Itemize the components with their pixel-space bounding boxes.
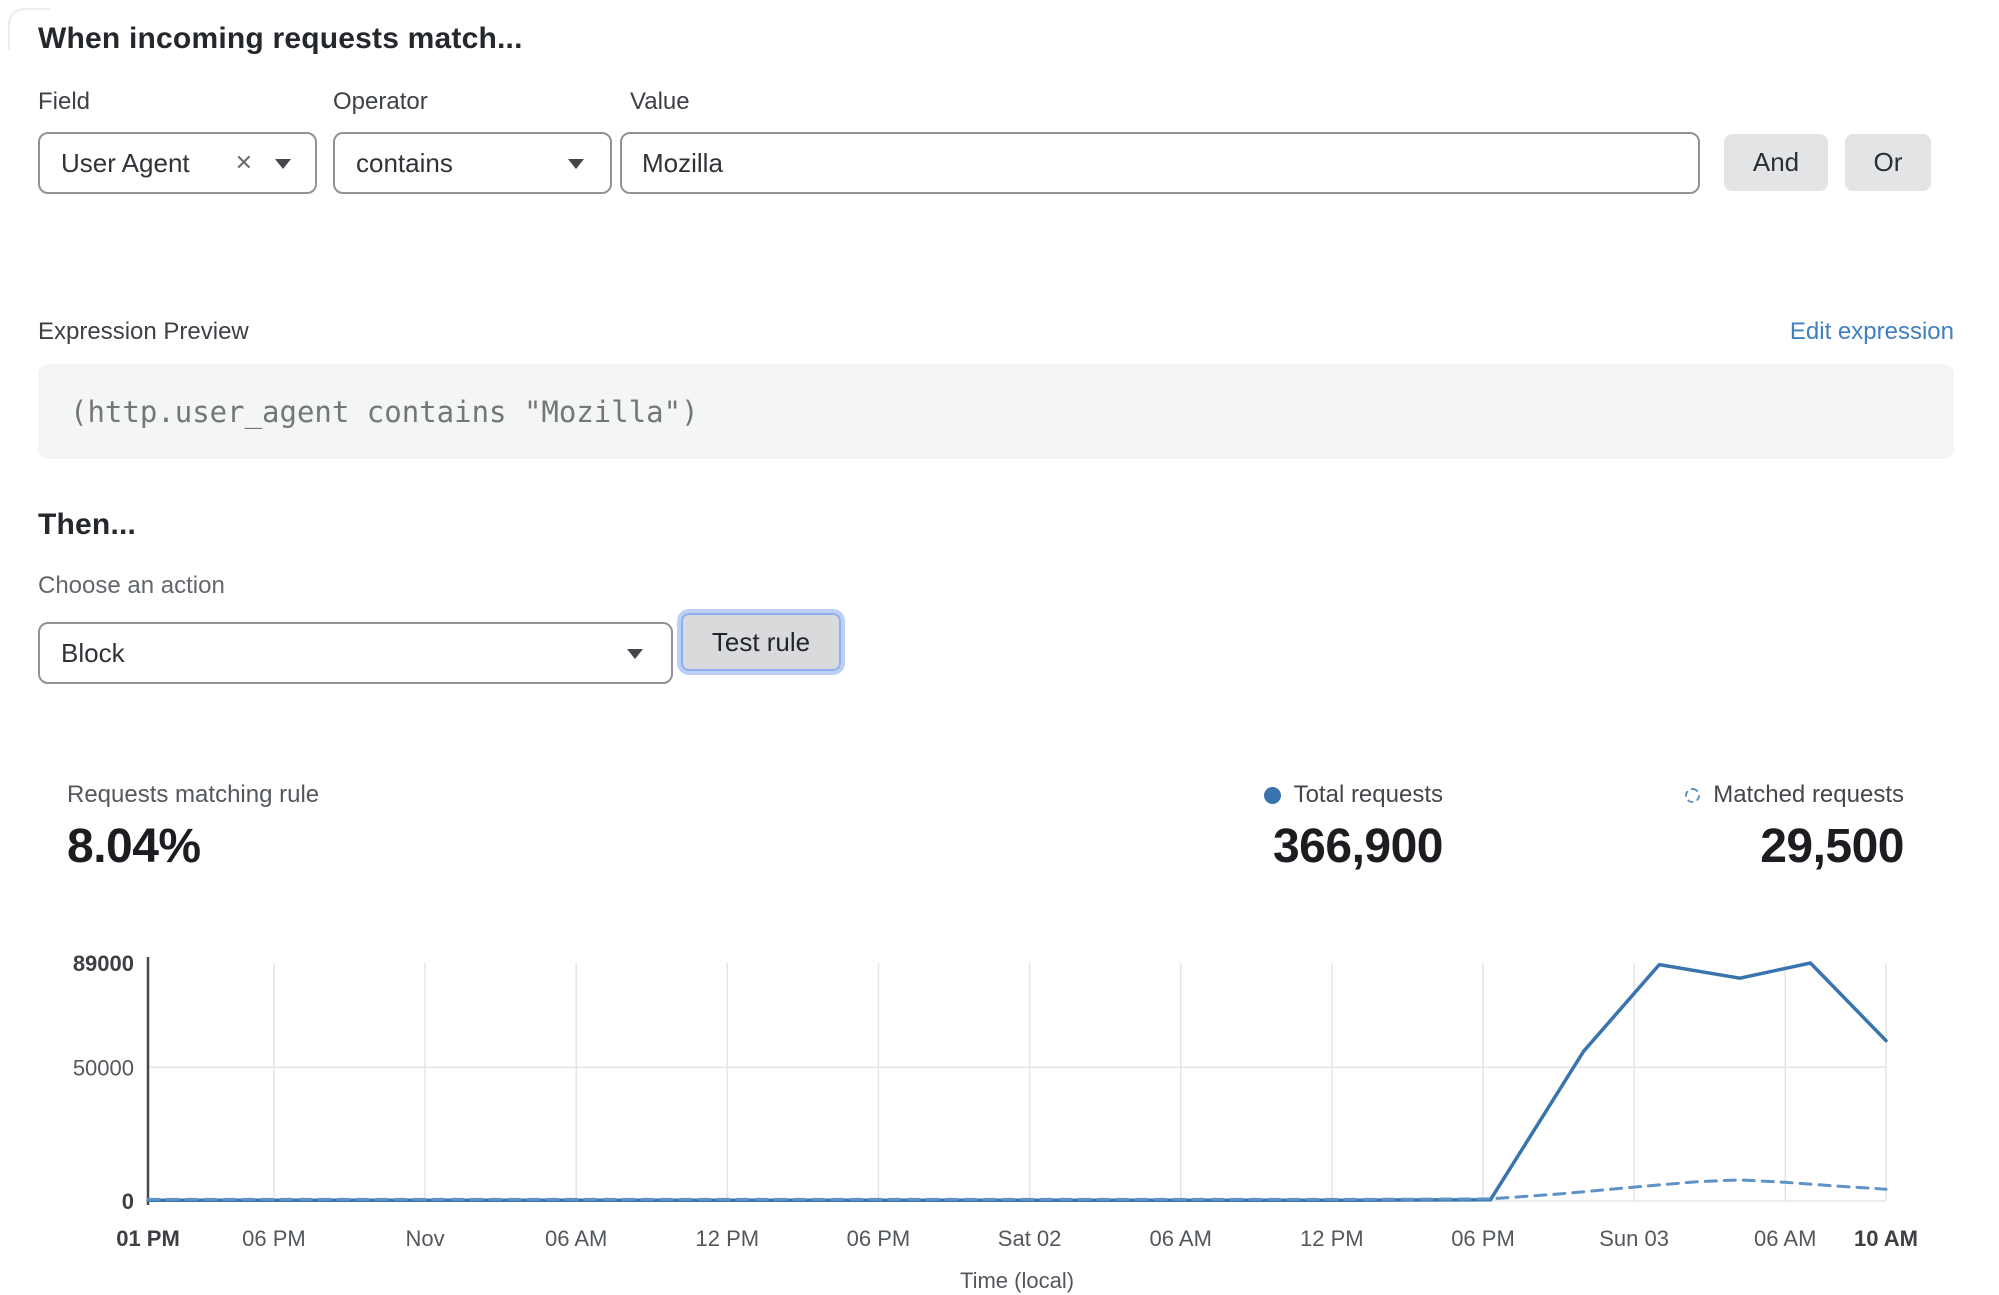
svg-text:89000: 89000 (73, 951, 134, 976)
page-title: When incoming requests match... (38, 22, 523, 55)
svg-text:01 PM: 01 PM (116, 1226, 180, 1251)
operator-select-value: contains (356, 147, 453, 178)
svg-text:Nov: Nov (406, 1226, 445, 1251)
svg-text:Sun 03: Sun 03 (1599, 1226, 1669, 1251)
svg-text:06 PM: 06 PM (242, 1226, 306, 1251)
or-button[interactable]: Or (1845, 134, 1931, 191)
expression-code: (http.user_agent contains "Mozilla") (70, 394, 699, 429)
field-select[interactable]: User Agent ✕ (38, 132, 317, 194)
field-label: Field (38, 88, 91, 115)
total-requests-value: 366,900 (1272, 820, 1444, 873)
value-input[interactable] (620, 132, 1700, 194)
expression-preview-label: Expression Preview (38, 318, 249, 345)
total-requests-legend-icon (1263, 786, 1281, 804)
field-chevron-down-icon (275, 159, 291, 169)
svg-text:06 AM: 06 AM (545, 1226, 607, 1251)
matched-requests-value: 29,500 (1760, 820, 1904, 873)
requests-matching-stat: Requests matching rule 8.04% (67, 780, 319, 874)
svg-text:06 PM: 06 PM (847, 1226, 911, 1251)
field-clear-icon[interactable]: ✕ (234, 150, 253, 175)
svg-text:12 PM: 12 PM (1300, 1226, 1364, 1251)
total-requests-label: Total requests (1293, 781, 1443, 808)
value-label: Value (630, 88, 690, 115)
edit-expression-link[interactable]: Edit expression (1789, 318, 1954, 345)
matched-requests-stat: Matched requests 29,500 (1685, 780, 1904, 874)
test-rule-button[interactable]: Test rule (681, 613, 841, 671)
action-select-value: Block (61, 637, 125, 668)
svg-text:10 AM: 10 AM (1854, 1226, 1918, 1251)
svg-text:Sat 02: Sat 02 (998, 1226, 1062, 1251)
svg-text:06 AM: 06 AM (1150, 1226, 1212, 1251)
operator-select[interactable]: contains (333, 132, 612, 194)
svg-text:0: 0 (122, 1189, 134, 1214)
choose-action-label: Choose an action (38, 572, 225, 599)
operator-label: Operator (333, 88, 428, 115)
svg-text:Time (local): Time (local) (960, 1268, 1074, 1293)
then-heading: Then... (38, 508, 137, 541)
svg-text:06 AM: 06 AM (1754, 1226, 1816, 1251)
and-button[interactable]: And (1724, 134, 1828, 191)
svg-text:50000: 50000 (73, 1055, 134, 1080)
svg-text:06 PM: 06 PM (1451, 1226, 1515, 1251)
expression-code-box: (http.user_agent contains "Mozilla") (38, 364, 1954, 459)
svg-text:12 PM: 12 PM (696, 1226, 760, 1251)
card-corner-decoration (8, 8, 50, 50)
total-requests-stat: Total requests 366,900 (1263, 780, 1444, 874)
operator-chevron-down-icon (568, 159, 584, 169)
requests-chart: 01 PM 06 PM Nov 06 AM 12 PM 06 PM Sat 02 06 AM 1… (73, 951, 1918, 1293)
action-select[interactable]: Block (38, 622, 673, 684)
matched-requests-legend-icon (1685, 787, 1701, 803)
requests-matching-value: 8.04% (67, 820, 201, 873)
action-chevron-down-icon (627, 649, 643, 659)
matched-requests-label: Matched requests (1713, 781, 1904, 808)
field-select-value: User Agent (61, 147, 190, 178)
requests-matching-label: Requests matching rule (67, 781, 320, 808)
